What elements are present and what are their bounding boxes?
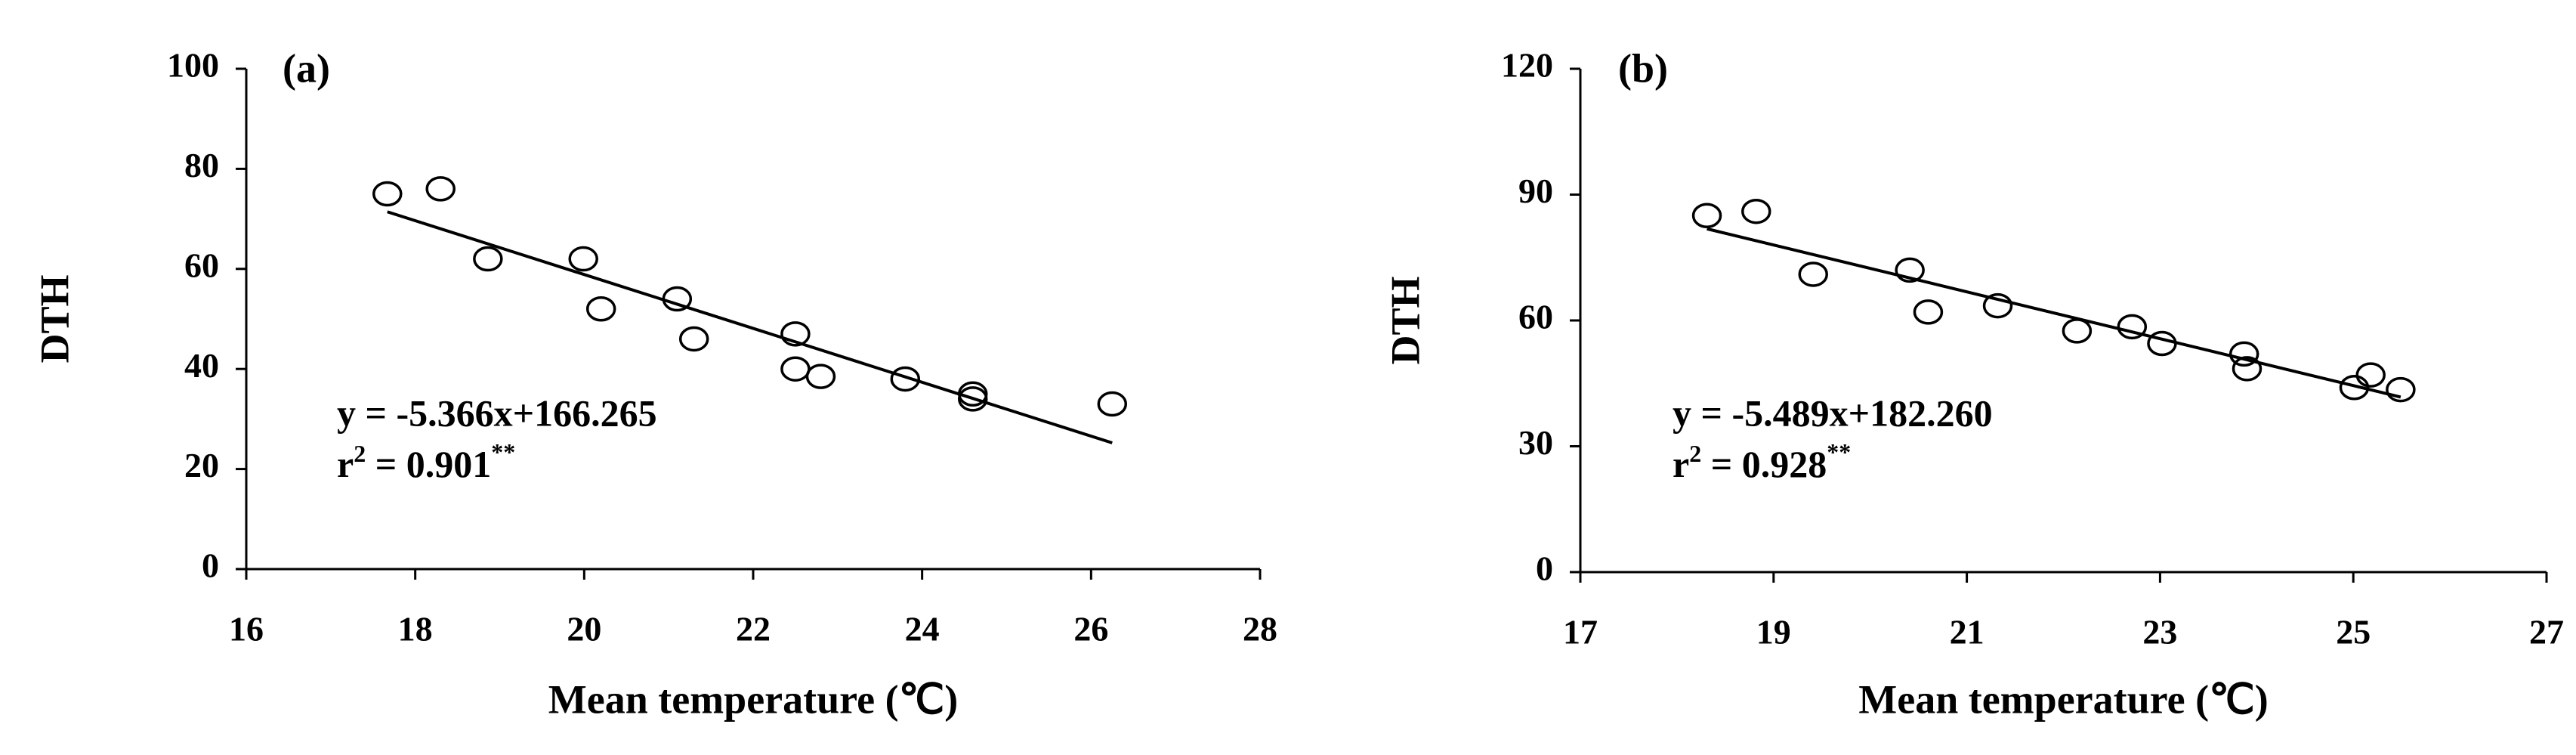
y-tick-label: 100 — [167, 46, 219, 85]
x-tick-label: 25 — [2336, 613, 2371, 651]
y-tick-label: 0 — [1536, 549, 1553, 588]
x-axis-title: Mean temperature (℃) — [548, 676, 958, 722]
data-point — [2229, 341, 2259, 367]
regression-line — [387, 210, 1113, 444]
data-point — [2386, 376, 2416, 403]
data-point — [2232, 356, 2262, 382]
x-tick-label: 23 — [2142, 613, 2177, 651]
data-point — [780, 356, 811, 382]
data-point — [1913, 299, 1944, 325]
data-point — [2355, 362, 2386, 388]
data-point — [1097, 391, 1128, 417]
x-tick-label: 28 — [1243, 610, 1277, 648]
data-point — [1741, 198, 1771, 224]
data-point — [2117, 314, 2148, 340]
y-tick-label: 30 — [1518, 423, 1553, 462]
data-point — [678, 326, 709, 352]
regression-equation: y = -5.489x+182.260 — [1673, 391, 1993, 434]
data-point — [372, 181, 403, 207]
x-axis-title: Mean temperature (℃) — [1858, 676, 2268, 722]
data-point — [585, 296, 616, 322]
y-axis-title: DTH — [32, 274, 77, 363]
y-tick-label: 80 — [184, 146, 219, 184]
data-point — [2339, 375, 2370, 401]
y-tick-label: 60 — [184, 246, 219, 284]
data-point — [1982, 292, 2013, 319]
x-tick-label: 21 — [1950, 613, 1985, 651]
data-point — [568, 246, 598, 272]
y-tick-label: 20 — [184, 446, 219, 484]
x-tick-label: 24 — [905, 610, 940, 648]
r-value: = 0.901 — [366, 443, 491, 485]
data-point — [2062, 318, 2093, 344]
y-tick-label: 120 — [1501, 46, 1553, 85]
y-tick-label: 90 — [1518, 172, 1553, 210]
data-point — [805, 364, 836, 389]
r-symbol: r — [1673, 443, 1689, 485]
r-exponent: 2 — [1689, 440, 1701, 467]
data-point — [1798, 261, 1828, 287]
data-point — [780, 321, 811, 347]
x-tick-label: 26 — [1073, 610, 1108, 648]
x-tick-label: 22 — [736, 610, 771, 648]
x-tick-label: 18 — [398, 610, 433, 648]
panel-label: (a) — [283, 45, 330, 91]
r-squared: r2 = 0.901** — [337, 438, 515, 485]
x-tick-label: 19 — [1756, 613, 1791, 651]
significance: ** — [1827, 438, 1851, 466]
x-tick-label: 20 — [567, 610, 601, 648]
r-value: = 0.928 — [1701, 443, 1827, 485]
r-symbol: r — [337, 443, 354, 485]
x-tick-label: 17 — [1563, 613, 1598, 651]
data-point — [1895, 257, 1925, 283]
y-tick-label: 0 — [202, 546, 219, 585]
y-tick-label: 60 — [1518, 298, 1553, 336]
regression-equation: y = -5.366x+166.265 — [337, 391, 657, 434]
data-point — [958, 386, 988, 412]
regression-line — [1707, 227, 2401, 399]
y-axis-title: DTH — [1382, 276, 1428, 364]
r-squared: r2 = 0.928** — [1673, 438, 1851, 485]
data-point — [425, 176, 456, 202]
x-tick-label: 16 — [229, 610, 264, 648]
x-tick-label: 27 — [2529, 613, 2564, 651]
data-point — [1691, 203, 1722, 228]
data-point — [890, 366, 921, 392]
r-exponent: 2 — [354, 440, 366, 467]
panel-label: (b) — [1618, 45, 1668, 91]
data-point — [473, 246, 503, 272]
significance: ** — [491, 438, 515, 466]
y-tick-label: 40 — [184, 346, 219, 385]
